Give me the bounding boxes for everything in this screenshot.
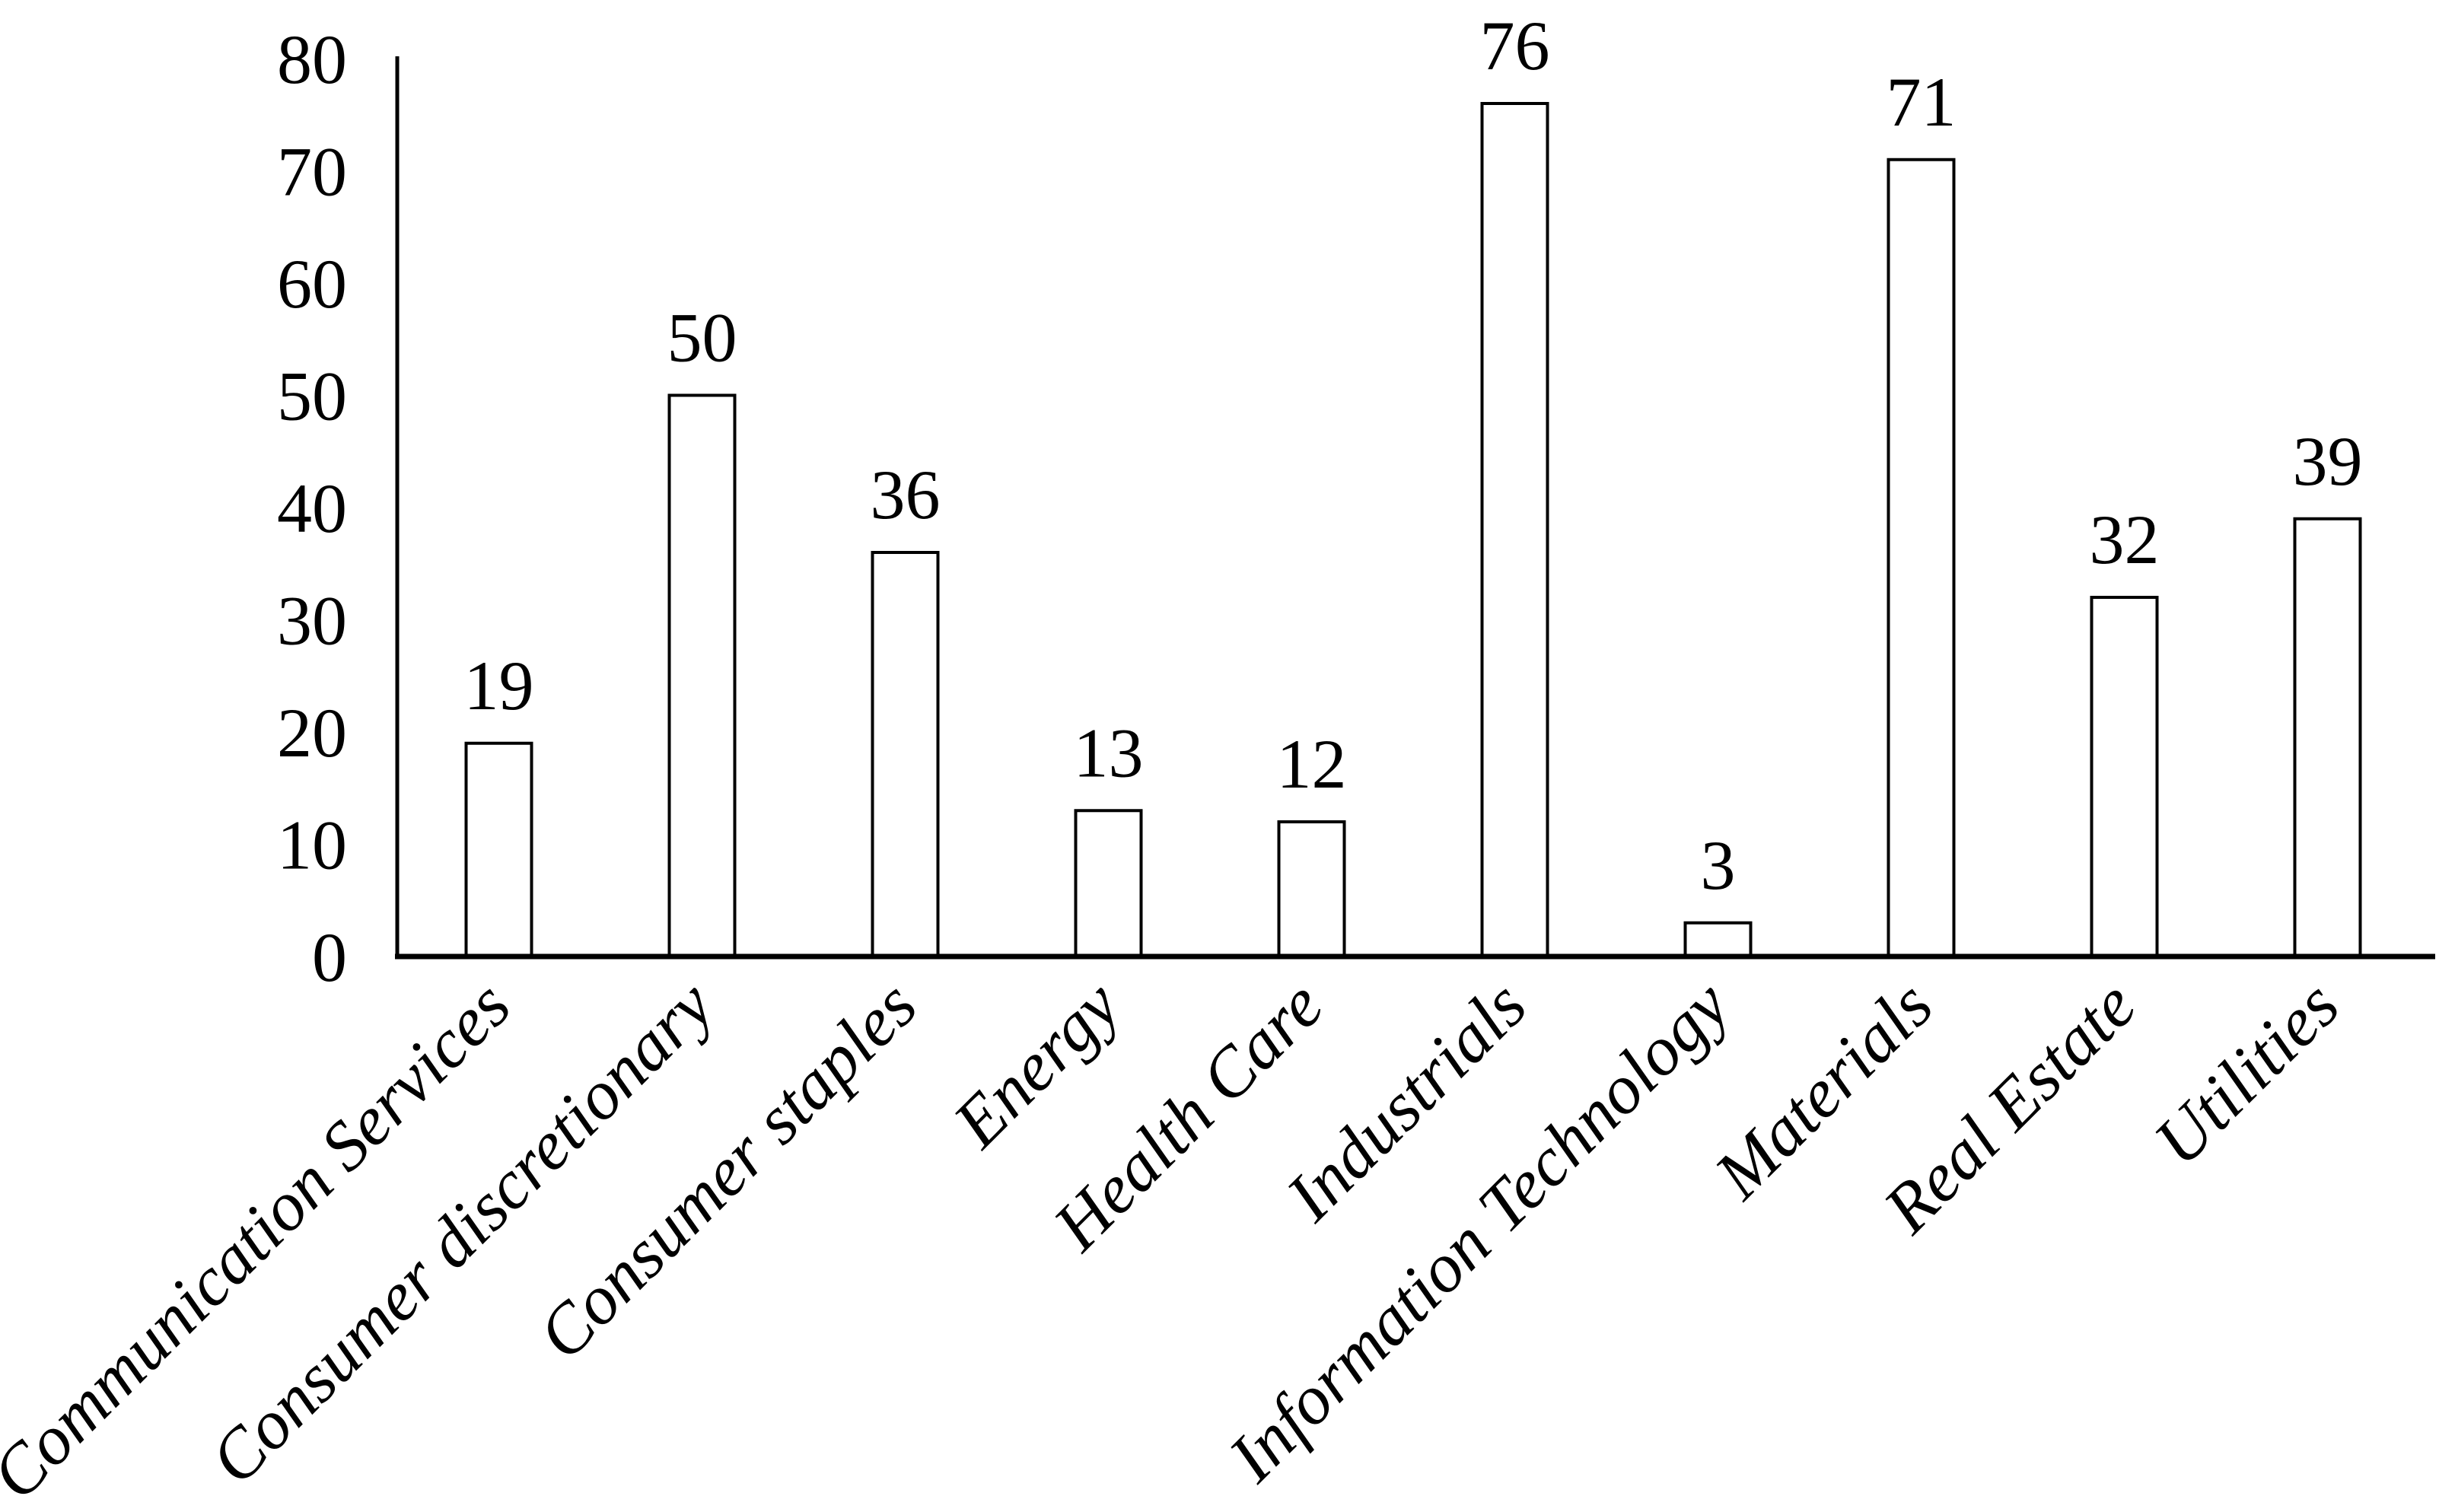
bar: [1480, 102, 1549, 958]
bar: [1887, 158, 1956, 958]
bar: [1074, 809, 1143, 958]
bar-value-labels: 19 50 36 13 12 76 3 71 32 39: [464, 7, 2363, 904]
bar-value-label: 76: [1480, 7, 1550, 84]
y-tick-label: 20: [277, 694, 347, 772]
y-tick-label: 0: [312, 918, 347, 996]
x-category-label: Consumer staples: [523, 966, 931, 1374]
y-tick-label: 50: [277, 358, 347, 435]
bar-value-label: 36: [871, 456, 941, 533]
bars-group: [464, 102, 2362, 958]
bar-value-label: 71: [1887, 63, 1957, 141]
x-category-label: Energy: [938, 966, 1135, 1163]
bar-value-label: 13: [1074, 714, 1144, 791]
bar: [2090, 596, 2159, 958]
bar-value-label: 3: [1701, 826, 1736, 904]
y-tick-label: 70: [277, 133, 347, 211]
bar-value-label: 50: [667, 299, 737, 377]
bar: [2293, 517, 2362, 958]
bar: [464, 741, 533, 958]
bar: [1277, 820, 1346, 958]
y-tick-label: 10: [277, 807, 347, 884]
bar: [1683, 921, 1753, 958]
x-category-label: Utilities: [2139, 966, 2354, 1180]
bar-value-label: 32: [2090, 501, 2160, 578]
bar: [667, 393, 737, 958]
bar-value-label: 12: [1277, 725, 1347, 803]
bar-value-label: 39: [2293, 422, 2363, 500]
y-tick-label: 30: [277, 582, 347, 660]
y-tick-label: 80: [277, 21, 347, 98]
y-tick-label: 60: [277, 245, 347, 323]
bar: [871, 551, 940, 958]
bar-value-label: 19: [464, 647, 534, 724]
y-axis-tick-labels: 0 10 20 30 40 50 60 70 80: [277, 21, 347, 996]
y-tick-label: 40: [277, 470, 347, 547]
